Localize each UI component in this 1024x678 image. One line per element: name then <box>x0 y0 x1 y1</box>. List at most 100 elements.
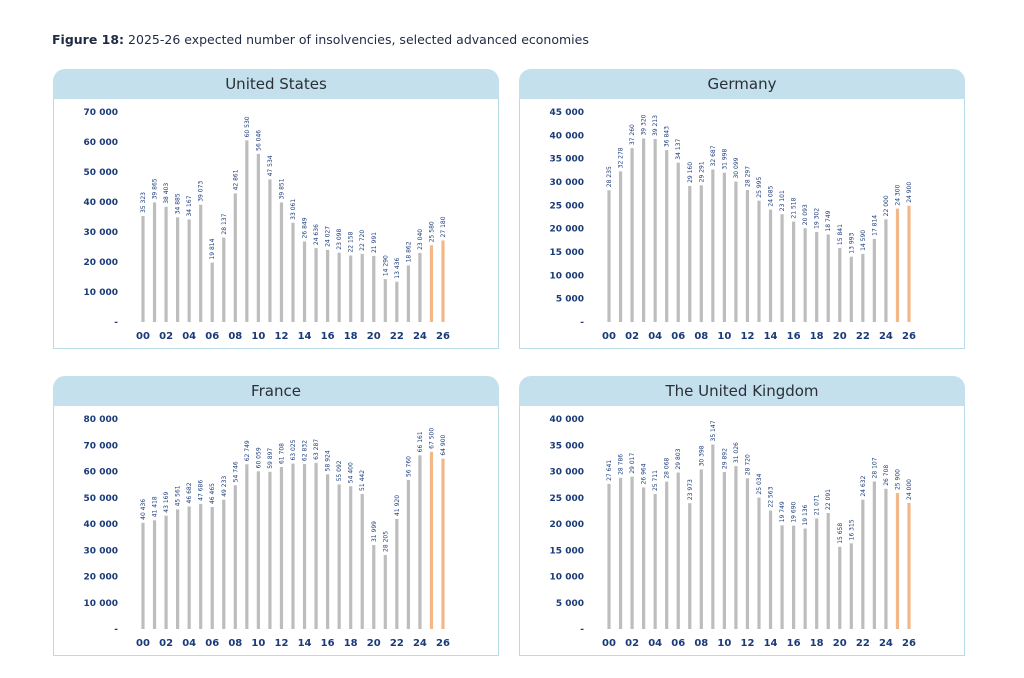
y-tick-label: 20 000 <box>84 258 118 268</box>
x-tick-label: 08 <box>694 331 708 342</box>
x-tick-label: 14 <box>298 638 312 649</box>
bar-value-label: 19 136 <box>802 504 809 525</box>
bar-forecast <box>441 458 445 629</box>
bar-value-label: 38 403 <box>163 183 170 204</box>
bar-value-label: 46 682 <box>186 482 193 503</box>
bar <box>418 455 422 629</box>
bar-value-label: 28 720 <box>744 454 751 475</box>
bar <box>187 219 191 322</box>
x-tick-label: 20 <box>367 331 381 342</box>
bar <box>222 237 226 322</box>
bar-value-label: 35 147 <box>710 420 717 441</box>
y-tick-label: 30 000 <box>84 546 118 556</box>
x-tick-label: 08 <box>228 638 242 649</box>
bar <box>256 153 260 322</box>
bar-value-label: 55 092 <box>336 460 343 481</box>
bar <box>676 472 680 629</box>
x-tick-label: 04 <box>182 638 196 649</box>
bar <box>665 150 669 322</box>
bar-value-label: 22 720 <box>359 230 366 251</box>
bar <box>383 554 387 629</box>
bar <box>688 503 692 629</box>
bar-value-label: 13 993 <box>848 233 855 254</box>
bar-value-label: 29 017 <box>629 452 636 473</box>
bar-value-label: 24 300 <box>894 184 901 205</box>
x-tick-label: 26 <box>436 331 450 342</box>
bar-value-label: 25 034 <box>756 473 763 494</box>
bar-value-label: 21 518 <box>791 197 798 218</box>
bar-value-label: 54 746 <box>232 461 239 482</box>
x-tick-label: 24 <box>879 638 893 649</box>
bar <box>607 483 611 629</box>
chart-panel-united-kingdom: The United Kingdom - 5 000 10 000 15 000 20 … <box>519 376 965 656</box>
bar <box>861 253 865 322</box>
chart-panel-germany: Germany - 5 000 10 000 15 000 20 000 25 000 30… <box>519 69 965 349</box>
bar <box>665 481 669 629</box>
bar-value-label: 18 862 <box>405 241 412 262</box>
bar <box>302 241 307 322</box>
bar-value-label: 30 398 <box>698 445 705 466</box>
bar <box>792 525 796 629</box>
y-tick-label: 80 000 <box>84 415 118 425</box>
x-tick-label: 20 <box>833 331 847 342</box>
chart-title: France <box>53 376 499 406</box>
bar-value-label: 19 302 <box>814 208 821 229</box>
bar <box>884 488 888 629</box>
bar <box>279 202 284 322</box>
bar <box>734 466 738 629</box>
bar-value-label: 23 101 <box>779 190 786 211</box>
x-tick-label: 12 <box>275 638 289 649</box>
bar <box>176 217 180 322</box>
x-tick-label: 06 <box>205 331 219 342</box>
bar-value-label: 29 803 <box>675 448 682 469</box>
bar-forecast <box>429 451 434 629</box>
bar <box>757 497 761 629</box>
bar-value-label: 31 998 <box>721 148 728 169</box>
bar-value-label: 41 920 <box>394 495 401 516</box>
bar-value-label: 29 291 <box>698 161 705 182</box>
x-tick-label: 14 <box>298 331 312 342</box>
bar-value-label: 35 323 <box>140 192 147 213</box>
y-tick-label: 25 000 <box>550 201 584 211</box>
bar <box>326 474 330 629</box>
y-tick-label: 45 000 <box>550 108 584 118</box>
bar <box>152 202 157 322</box>
bar-value-label: 28 137 <box>221 213 228 234</box>
bar-value-label: 22 563 <box>768 486 775 507</box>
bar <box>676 162 680 322</box>
x-tick-label: 04 <box>182 331 196 342</box>
bar-value-label: 60 059 <box>255 447 262 468</box>
x-tick-label: 10 <box>717 331 731 342</box>
bar-value-label: 62 749 <box>244 440 251 461</box>
bar <box>233 485 237 629</box>
x-tick-label: 12 <box>741 331 755 342</box>
bar <box>826 234 830 322</box>
y-tick-label: 60 000 <box>84 468 118 478</box>
bar-value-label: 45 561 <box>175 485 182 506</box>
bar-value-label: 24 632 <box>860 476 867 497</box>
bar <box>176 509 180 629</box>
bar-forecast <box>895 208 900 322</box>
y-tick-label: 40 000 <box>84 520 118 530</box>
bar <box>314 248 318 322</box>
bar-value-label: 37 260 <box>629 124 636 145</box>
bar-forecast <box>907 205 911 322</box>
bar-value-label: 26 849 <box>302 217 309 238</box>
bar <box>152 520 157 629</box>
x-tick-label: 16 <box>321 638 335 649</box>
bar <box>618 477 623 629</box>
bar-value-label: 22 158 <box>348 231 355 252</box>
bar <box>279 467 284 629</box>
bar-value-label: 31 026 <box>733 442 740 463</box>
bar-value-label: 24 027 <box>325 226 332 247</box>
bar-value-label: 61 708 <box>278 443 285 464</box>
x-tick-label: 00 <box>136 638 150 649</box>
x-tick-label: 04 <box>648 638 662 649</box>
bar <box>815 231 819 322</box>
bar-value-label: 33 061 <box>290 199 297 220</box>
x-tick-label: 00 <box>136 331 150 342</box>
bar-value-label: 64 900 <box>440 434 447 455</box>
bar <box>187 506 191 629</box>
bar-value-label: 34 167 <box>186 195 193 216</box>
y-tick-label: - <box>114 625 118 635</box>
